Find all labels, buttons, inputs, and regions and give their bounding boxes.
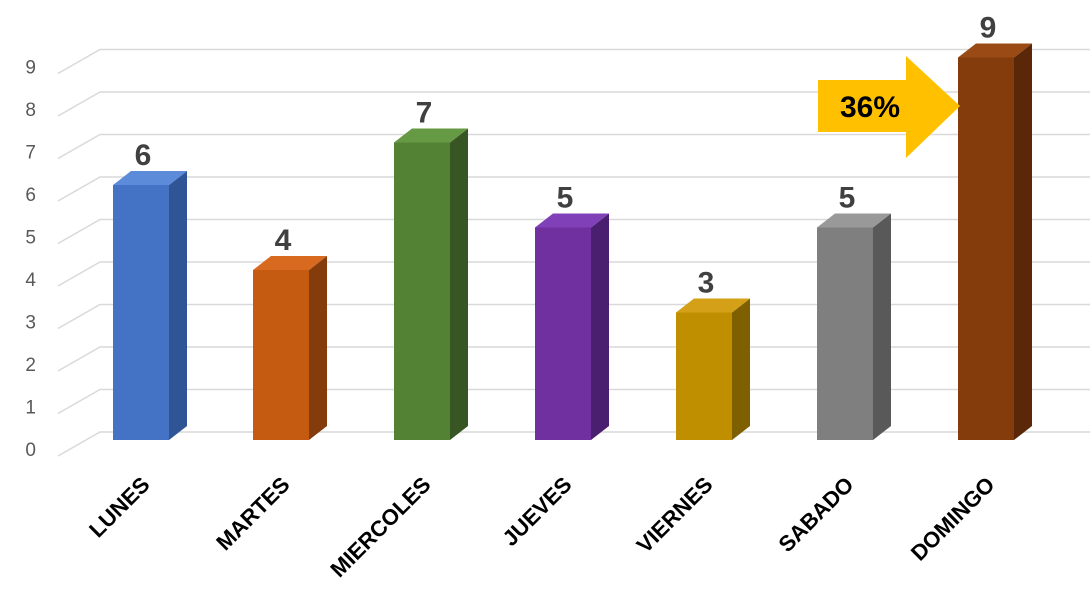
y-tick-label: 4 xyxy=(25,270,36,291)
y-tick-label: 6 xyxy=(25,185,36,206)
data-label: 5 xyxy=(839,182,856,215)
data-label: 5 xyxy=(557,182,574,215)
bar-front xyxy=(113,185,169,440)
y-tick-label: 5 xyxy=(25,228,36,249)
bar-side xyxy=(309,256,327,440)
data-label: 3 xyxy=(698,267,715,300)
bar-front xyxy=(958,57,1014,440)
bar-martes xyxy=(253,256,327,440)
bar-side xyxy=(169,171,187,440)
bar-side xyxy=(591,213,609,440)
callout-arrow xyxy=(818,56,960,158)
y-tick-label: 1 xyxy=(25,398,36,419)
x-axis-categories: LUNES MARTES MIERCOLES JUEVES VIERNES SABADO D… xyxy=(84,472,999,582)
y-axis-ticks: 0 1 2 3 4 5 6 7 8 9 xyxy=(25,58,36,462)
bar-top xyxy=(817,213,891,228)
gridline xyxy=(57,133,1090,160)
x-category-label: JUEVES xyxy=(497,472,576,551)
bar-side xyxy=(1014,43,1032,440)
bar-front xyxy=(394,142,450,440)
y-tick-label: 3 xyxy=(25,313,36,334)
percentage-callout: 36% xyxy=(818,56,960,158)
data-label: 9 xyxy=(980,12,997,45)
data-label: 7 xyxy=(416,97,433,130)
gridline xyxy=(57,261,1090,287)
bars xyxy=(113,43,1032,440)
gridline xyxy=(57,91,1090,117)
bar-top xyxy=(253,256,327,270)
bar-top xyxy=(958,43,1032,58)
bar-miercoles xyxy=(394,128,468,440)
data-label: 6 xyxy=(135,139,152,172)
bar-viernes xyxy=(676,298,750,440)
bar-top xyxy=(394,128,468,143)
y-tick-label: 8 xyxy=(25,100,36,121)
bar-front xyxy=(676,312,732,440)
bar-top xyxy=(676,298,750,313)
data-labels: 6 4 7 5 3 5 9 xyxy=(135,12,997,300)
gridline xyxy=(57,431,1090,457)
y-tick-label: 7 xyxy=(25,143,36,164)
x-category-label: MIERCOLES xyxy=(325,472,435,582)
y-tick-label: 2 xyxy=(25,355,36,376)
gridline xyxy=(57,303,1090,330)
gridline xyxy=(57,218,1090,245)
x-category-label: SABADO xyxy=(773,472,858,557)
bar-front xyxy=(253,270,309,440)
x-category-label: LUNES xyxy=(84,472,154,542)
bar-side xyxy=(450,128,468,440)
gridline xyxy=(57,346,1090,372)
x-category-label: VIERNES xyxy=(632,472,718,558)
gridline xyxy=(57,176,1090,202)
bar-side xyxy=(873,213,891,440)
bar-sabado xyxy=(817,213,891,440)
callout-label: 36% xyxy=(840,91,900,124)
bar-top xyxy=(113,171,187,185)
gridline xyxy=(57,388,1090,415)
bar-jueves xyxy=(535,213,609,440)
gridlines xyxy=(57,48,1090,457)
gridline xyxy=(57,48,1090,75)
bar-front xyxy=(817,227,873,440)
y-tick-label: 0 xyxy=(25,440,36,461)
bar-lunes xyxy=(113,171,187,440)
data-label: 4 xyxy=(275,224,292,257)
bar-top xyxy=(535,213,609,228)
bar-side xyxy=(732,298,750,440)
x-category-label: DOMINGO xyxy=(906,472,1000,566)
x-category-label: MARTES xyxy=(211,472,294,555)
bar-domingo xyxy=(958,43,1032,440)
bar-front xyxy=(535,227,591,440)
y-tick-label: 9 xyxy=(25,58,36,79)
